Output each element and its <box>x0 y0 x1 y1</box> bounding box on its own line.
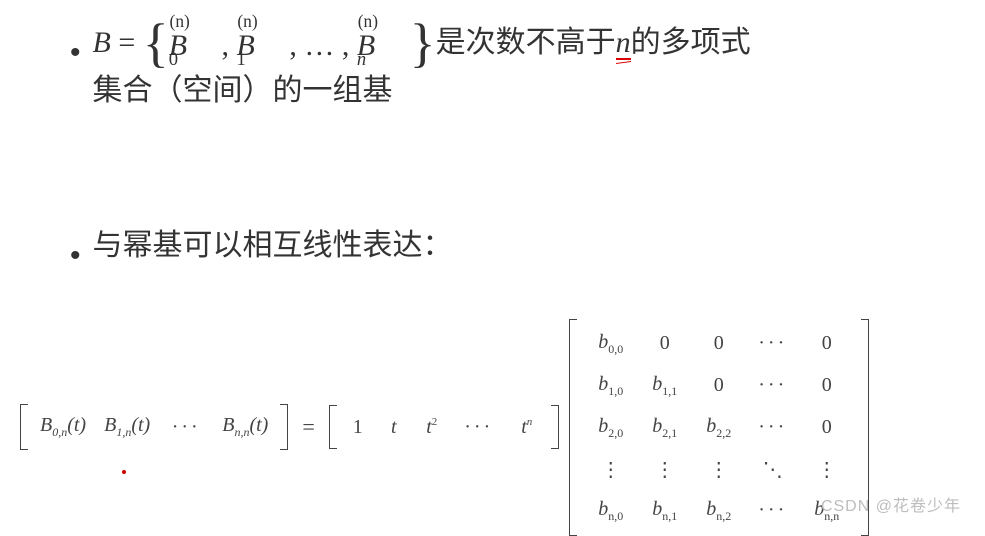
Bn-sub: n <box>357 46 366 74</box>
B0n: B0,n(t) <box>40 414 86 440</box>
matrix-cell: ··· <box>755 374 791 397</box>
matrix-cell: b2,1 <box>647 415 683 441</box>
matrix-cell: 0 <box>647 332 683 355</box>
B1-sup: (n) <box>237 8 257 34</box>
matrix-cell: bn,0 <box>593 498 629 524</box>
bullet-dot: • <box>70 38 81 68</box>
coeff-matrix: b0,000···0b1,0b1,10···0b2,0b2,1b2,2···0⋮… <box>569 319 869 536</box>
B1n: B1,n(t) <box>104 414 150 440</box>
t-ellipsis: ··· <box>461 416 497 439</box>
matrix-cell: ··· <box>755 416 791 439</box>
matrix-cell: ⋱ <box>755 457 791 482</box>
matrix-cell: ⋮ <box>647 457 683 482</box>
matrix-cell: ⋮ <box>701 457 737 482</box>
matrix-row: b1,0 b1,1 0 ··· 0 <box>589 365 849 407</box>
B-ellipsis: ··· <box>168 416 204 439</box>
equals-1: = <box>111 26 143 59</box>
bullet-2: • 与幂基可以相互线性表达： <box>70 223 945 271</box>
B0-sub: 0 <box>169 46 178 74</box>
matrix-cell: bn,n <box>809 498 845 524</box>
matrix-row: bn,0 bn,1 bn,2 ··· bn,n <box>589 490 849 532</box>
matrix-row: b0,000···0 <box>589 323 849 365</box>
right-brace: } <box>410 27 436 59</box>
matrix-cell: ··· <box>755 499 791 522</box>
red-dot-annotation <box>122 470 126 474</box>
set-ellipsis: , … , <box>289 29 349 62</box>
basis-set: { B(n)0, B(n)1, … , B(n)n } <box>143 23 436 68</box>
matrix-cell: b0,0 <box>593 331 629 357</box>
matrix-cell: bn,1 <box>647 498 683 524</box>
t0: 1 <box>349 416 367 439</box>
matrix-equation: B0,n(t) B1,n(t) ··· Bn,n(t) = 1 t t2 ···… <box>0 319 985 536</box>
matrix-cell: b1,0 <box>593 373 629 399</box>
cn-pre: 是次数不高于 <box>436 26 616 59</box>
tn: tn <box>515 416 539 439</box>
matrix-cell: 0 <box>809 416 845 439</box>
left-brace: { <box>143 27 169 59</box>
bullet-2-text: 与幂基可以相互线性表达： <box>93 223 453 268</box>
cn-post: 的多项式 <box>631 26 751 59</box>
matrix-cell: ⋮ <box>593 457 629 482</box>
matrix-row: b2,0 b2,1 b2,2 ··· 0 <box>589 407 849 449</box>
matrix-cell: ··· <box>755 332 791 355</box>
matrix-cell: b1,1 <box>647 373 683 399</box>
matrix-cell: ⋮ <box>809 457 845 482</box>
row-vector-t: 1 t t2 ··· tn <box>329 405 559 449</box>
matrix-row: ⋮ ⋮ ⋮ ⋱ ⋮ <box>589 449 849 490</box>
matrix-cell: 0 <box>701 332 737 355</box>
matrix-cell: bn,2 <box>701 498 737 524</box>
bullet-dot-2: • <box>70 241 81 271</box>
B0-sup: (n) <box>170 8 190 34</box>
underlined-n: n <box>616 29 631 60</box>
t2: t2 <box>421 416 443 439</box>
matrix-cell: 0 <box>809 374 845 397</box>
var-B: B <box>93 26 111 59</box>
equals-2: = <box>302 414 314 440</box>
matrix-cell: b2,2 <box>701 415 737 441</box>
matrix-cell: b2,0 <box>593 415 629 441</box>
matrix-cell: 0 <box>809 332 845 355</box>
Bnn: Bn,n(t) <box>222 414 268 440</box>
B1-sub: 1 <box>237 46 246 74</box>
row-vector-B: B0,n(t) B1,n(t) ··· Bn,n(t) <box>20 404 288 450</box>
t1: t <box>385 416 403 439</box>
bullet-1-line2: 集合（空间）的一组基 <box>93 74 393 107</box>
slide-content: • B = { B(n)0, B(n)1, … , B(n)n }是次数不高于n… <box>0 0 985 291</box>
matrix-cell: 0 <box>701 374 737 397</box>
Bn-sup: (n) <box>358 8 378 34</box>
bullet-1-text: B = { B(n)0, B(n)1, … , B(n)n }是次数不高于n的多… <box>93 20 751 113</box>
bullet-1: • B = { B(n)0, B(n)1, … , B(n)n }是次数不高于n… <box>70 20 945 113</box>
